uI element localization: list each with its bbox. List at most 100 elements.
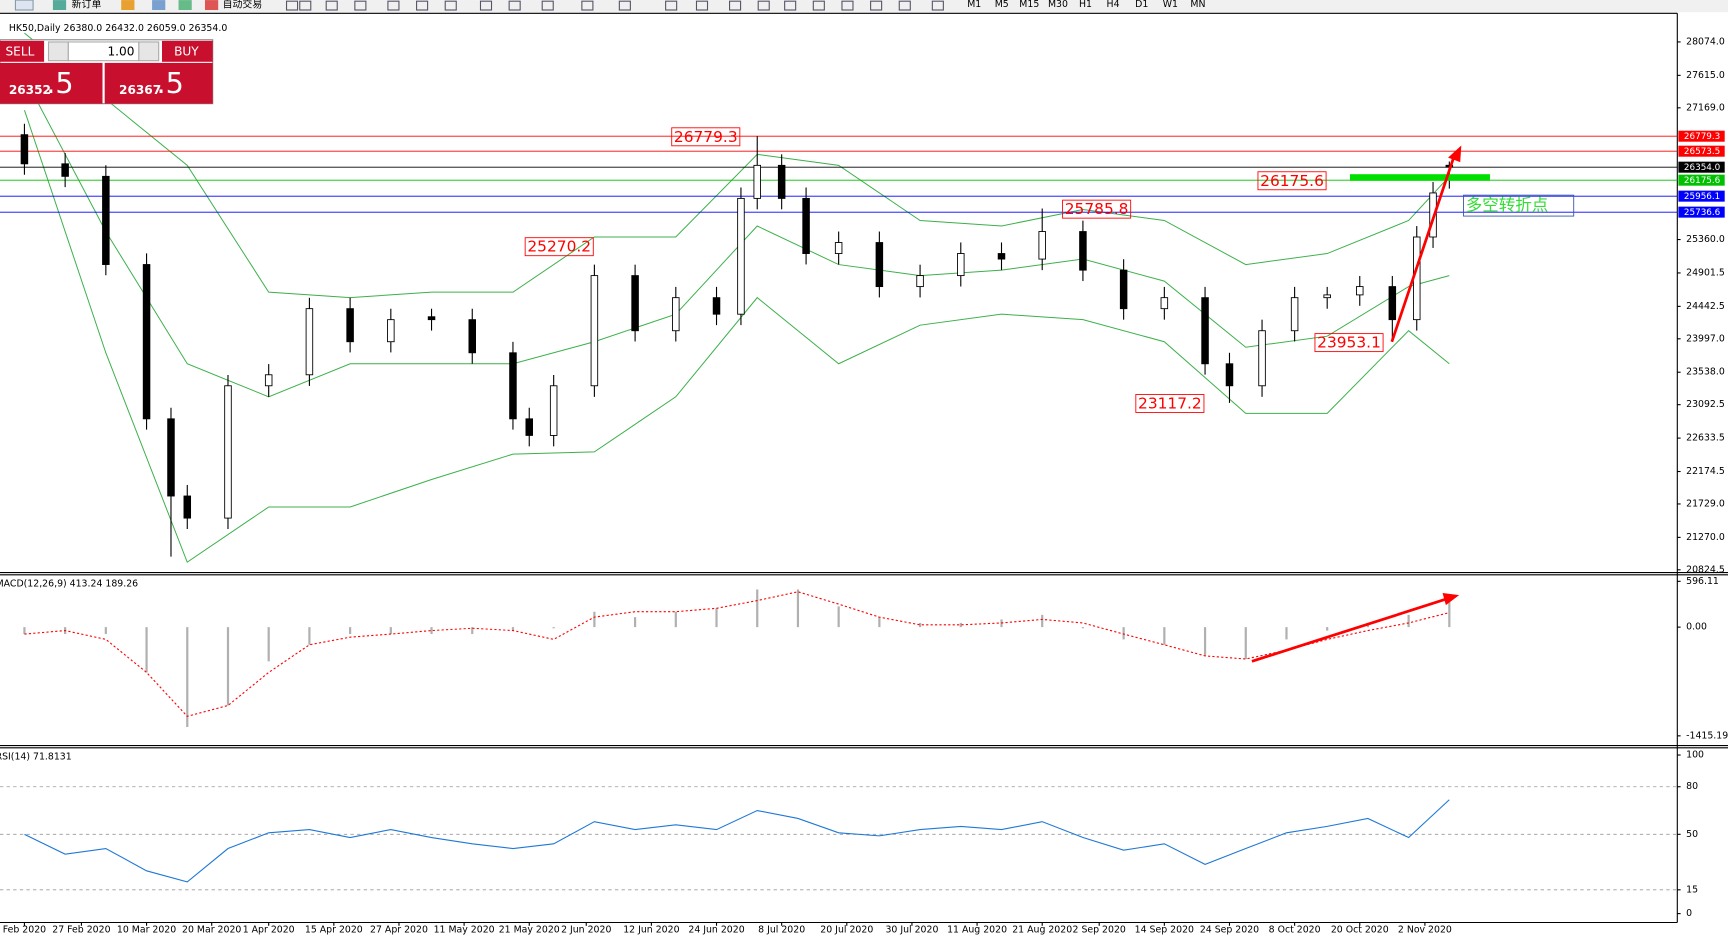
tool-icon[interactable] — [898, 0, 911, 11]
buy-label[interactable]: BUY — [174, 44, 199, 58]
histogram-bar — [1326, 627, 1329, 631]
panel-title: HK50,Daily 26380.0 26432.0 26059.0 26354… — [9, 23, 228, 34]
candle-body — [1258, 330, 1266, 387]
y-tick-label: 23538.0 — [1686, 367, 1725, 378]
y-tick-label: 15 — [1686, 884, 1698, 895]
histogram-bar — [1407, 614, 1410, 628]
level-tag-label: 25736.6 — [1684, 208, 1721, 218]
level-tag — [1678, 174, 1725, 186]
tool-icon[interactable] — [812, 0, 825, 11]
tool-icon[interactable] — [618, 0, 631, 11]
tool-icon[interactable] — [444, 0, 457, 11]
candle-body — [61, 163, 69, 177]
x-tick-label: 27 Apr 2020 — [370, 925, 428, 936]
timeframe[interactable]: MN — [1190, 0, 1205, 10]
tool-icon[interactable] — [416, 0, 429, 11]
y-tick-label: -1415.19 — [1686, 730, 1728, 741]
tool-icon[interactable] — [152, 0, 166, 11]
ask-pip[interactable]: .5 — [156, 66, 183, 100]
tool-icon[interactable] — [757, 0, 770, 11]
timeframe[interactable]: M30 — [1048, 0, 1068, 10]
tool-icon[interactable] — [508, 0, 521, 11]
sell-label[interactable]: SELL — [6, 44, 35, 58]
volume-down[interactable] — [47, 41, 69, 62]
timeframe[interactable]: H1 — [1079, 0, 1092, 10]
tool-icon[interactable] — [121, 0, 135, 11]
buy-price-box[interactable] — [104, 62, 213, 104]
volume-up[interactable] — [138, 41, 160, 62]
timeframe[interactable]: W1 — [1163, 0, 1178, 10]
x-tick-label: 2 Nov 2020 — [1398, 925, 1452, 936]
candle-body — [802, 197, 810, 254]
timeframe[interactable]: M15 — [1019, 0, 1039, 10]
histogram-bar — [1244, 627, 1247, 660]
tool-icon[interactable] — [479, 0, 493, 11]
tool-icon[interactable] — [870, 0, 883, 11]
timeframe[interactable]: M5 — [995, 0, 1009, 10]
tool-icon[interactable] — [14, 0, 34, 11]
y-tick-label: 80 — [1686, 781, 1698, 792]
annotation: 23953.1 — [1317, 334, 1381, 352]
volume[interactable]: 1.00 — [107, 44, 134, 58]
candle-body — [346, 308, 354, 343]
timeframe[interactable]: H4 — [1107, 0, 1120, 10]
new-order[interactable]: 新订单 — [72, 0, 102, 10]
y-tick-label: 21729.0 — [1686, 498, 1725, 509]
buy-button[interactable] — [162, 40, 213, 62]
tool-icon[interactable] — [178, 0, 192, 11]
x-tick-label: 11 Aug 2020 — [947, 925, 1007, 936]
toolbar-bg — [0, 0, 1728, 13]
timeframe[interactable]: M1 — [967, 0, 981, 10]
candle-body — [1388, 286, 1397, 321]
histogram-bar — [959, 622, 962, 628]
y-tick-label: 22633.5 — [1686, 433, 1725, 444]
panel-title: MACD(12,26,9) 413.24 189.26 — [0, 579, 138, 590]
histogram-bar — [349, 627, 352, 635]
y-tick-label: 100 — [1686, 750, 1704, 761]
tool-icon[interactable] — [387, 0, 400, 11]
candle-body — [753, 164, 761, 199]
x-tick-label: 20 Mar 2020 — [182, 925, 241, 936]
x-tick-label: 8 Jul 2020 — [758, 925, 805, 936]
trend-arrow — [1251, 597, 1449, 663]
candle-body — [957, 253, 965, 277]
bid-pip[interactable]: .5 — [46, 66, 73, 100]
histogram-bar — [104, 627, 107, 635]
tool-icon[interactable] — [931, 0, 944, 11]
sell-button[interactable] — [0, 40, 45, 62]
level-tag — [1678, 206, 1725, 218]
tool-icon[interactable] — [728, 0, 742, 11]
y-tick-label: 25360.0 — [1686, 234, 1725, 245]
candle-body — [183, 495, 192, 519]
histogram-bar — [918, 622, 922, 628]
histogram-bar — [1081, 627, 1085, 629]
candle-body — [264, 374, 273, 387]
y-tick-label: 50 — [1686, 829, 1698, 840]
y-tick-label: 0.00 — [1686, 622, 1707, 633]
timeframe[interactable]: D1 — [1135, 0, 1148, 10]
sell-price-box[interactable] — [0, 62, 103, 104]
y-tick-label: 27615.0 — [1686, 70, 1725, 81]
tool-icon[interactable] — [299, 0, 312, 11]
tool-icon[interactable] — [285, 0, 299, 11]
bid-main[interactable]: 26352 — [9, 83, 51, 97]
tool-icon[interactable] — [541, 0, 554, 11]
tool-icon[interactable] — [665, 0, 678, 11]
tool-icon[interactable] — [695, 0, 709, 11]
tool-icon[interactable] — [581, 0, 594, 11]
tool-icon[interactable] — [325, 0, 338, 11]
tool-icon[interactable] — [354, 0, 367, 11]
histogram-bar — [308, 627, 311, 645]
auto-trading[interactable]: 自动交易 — [223, 0, 263, 10]
y-tick-label: 23997.0 — [1686, 333, 1725, 344]
histogram-bar — [1163, 627, 1166, 645]
ask-main[interactable]: 26367 — [119, 83, 161, 97]
tool-icon[interactable] — [841, 0, 854, 11]
candle-body — [1290, 297, 1299, 332]
histogram-bar — [674, 611, 677, 628]
tool-icon[interactable] — [204, 0, 219, 11]
tool-icon[interactable] — [784, 0, 797, 11]
tool-icon[interactable] — [52, 0, 67, 11]
x-tick-label: 24 Sep 2020 — [1200, 925, 1259, 936]
